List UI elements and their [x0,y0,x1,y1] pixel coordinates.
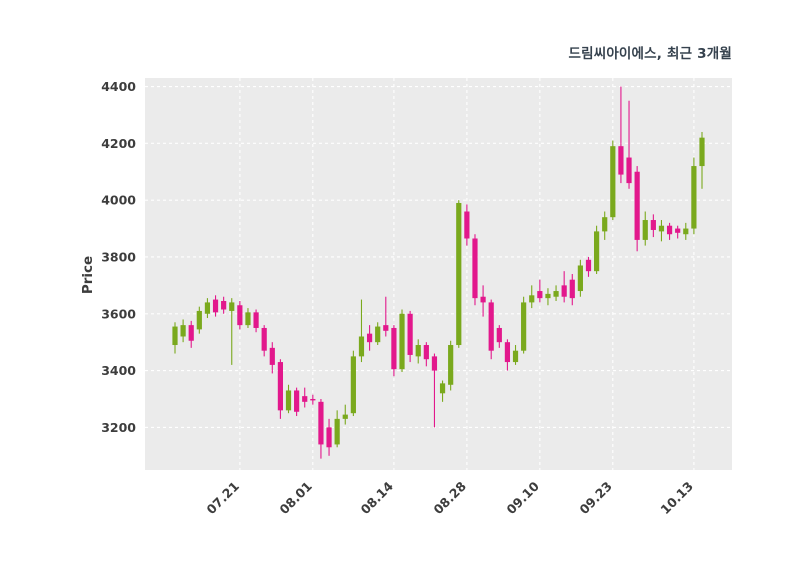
y-tick-label: 3600 [101,306,136,321]
y-tick-label: 4000 [101,193,136,208]
x-tick-label: 08.01 [276,479,315,518]
candle-body [537,291,543,299]
candle-body [318,401,324,445]
x-tick-label: 07.21 [203,479,242,518]
candle-body [229,302,235,311]
candle-body [691,166,697,229]
candle-body [326,427,332,448]
candle-body [504,342,511,363]
x-tick-label: 10.13 [657,479,696,518]
candle-body [415,345,421,357]
candle-body [618,146,624,175]
candle-body [545,293,551,299]
candle-body [569,279,575,299]
y-tick-label: 3400 [101,363,136,378]
candle-body [342,414,348,419]
candle-body [294,390,300,412]
candle-body [456,202,462,346]
candle-body [642,220,648,240]
candle-body [480,296,486,303]
candle-body [666,225,673,235]
y-tick-label: 3200 [101,420,136,435]
candle-body [423,345,429,360]
candle-body [375,326,381,343]
candles-group [172,86,705,459]
x-tick-label: 09.10 [503,478,542,517]
candle-body [626,157,632,184]
candle-body [237,305,243,326]
candle-body [399,313,405,370]
candle-body [221,300,227,310]
candle-body [488,302,494,351]
candle-body [358,336,365,357]
candle-body [683,228,689,235]
candle-body [529,295,535,303]
candle-body [512,350,519,363]
chart-title: 드림씨아이에스, 최근 3개월 [568,46,732,62]
y-tick-label: 3800 [101,249,136,264]
candle-body [383,325,389,331]
candle-body [496,327,502,343]
candle-body [180,325,186,337]
x-tick-labels: 07.21 08.01 08.14 08.28 09.10 09.23 10.13 [203,478,696,517]
candle-body [699,137,705,167]
candle-body [553,291,559,297]
y-tick-label: 4400 [101,79,136,94]
x-tick-label: 09.23 [576,479,615,518]
candle-body [464,211,470,239]
candle-body [561,285,567,297]
candle-body [285,390,292,411]
candle-body [366,333,373,343]
candle-body [188,325,194,341]
candle-body [602,217,608,232]
candle-body [577,265,583,292]
candle-body [658,225,665,232]
candle-body [261,327,267,351]
candle-body [650,220,656,230]
x-tick-label: 08.14 [357,478,396,517]
plot-area [145,78,732,470]
candle-body [594,231,600,272]
candle-body [634,171,640,240]
candle-body [172,326,178,346]
candle-body [585,259,592,272]
candle-body [350,356,356,414]
y-tick-labels: 3200 3400 3600 3800 4000 4200 4400 [101,79,136,435]
candle-body [253,312,259,328]
candle-body [310,398,316,401]
y-tick-label: 4200 [101,136,136,151]
candle-body [269,347,275,365]
candle-body [431,356,438,371]
candle-body [439,383,446,394]
candle-body [334,418,340,445]
candle-body [212,299,219,313]
candle-body [407,313,413,355]
candle-body [391,327,397,370]
candle-body [302,396,308,402]
candle-body [472,238,478,299]
candle-body [245,312,251,326]
candle-body [675,228,681,233]
candle-body [521,302,527,351]
candle-body [196,310,202,330]
candle-body [204,302,211,314]
candle-body [448,345,454,385]
candle-body [277,362,283,411]
candle-body [610,146,616,218]
x-tick-label: 08.28 [430,479,469,518]
